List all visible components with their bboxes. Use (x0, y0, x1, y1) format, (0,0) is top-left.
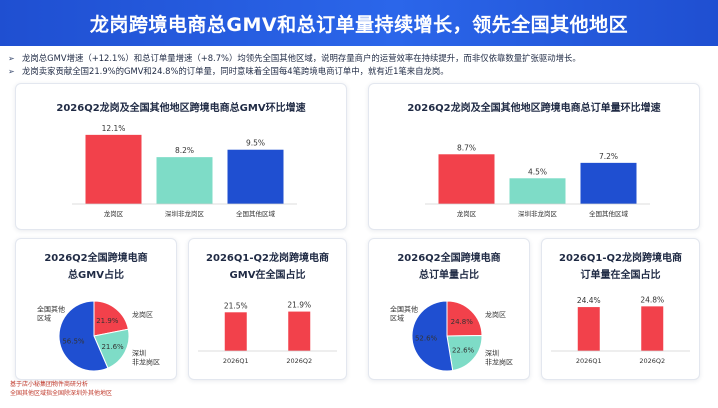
order-growth-chart: 8.7% 龙岗区 4.5% 深圳非龙岗区 7.2% 全国其他区域 (425, 143, 650, 218)
bar-value-label: 24.8% (640, 295, 664, 304)
bar (156, 157, 213, 204)
category-label: 2026Q1 (576, 357, 602, 365)
summary-bullets: ➢ 龙岗总GMV增速（+12.1%）和总订单量增速（+8.7%）均领先全国其他区… (8, 52, 713, 78)
order-share-pie-panel: 2026Q2全国跨境电商 总订单量占比 24.8% 22.6% 52.6% 龙岗区深圳… (368, 238, 530, 380)
order-share-trend-chart: 24.4% 2026Q1 24.8% 2026Q2 (551, 295, 690, 365)
slice-value-label: 52.6% (415, 335, 438, 343)
order-share-trend-title-2: 订单量在全国占比 (580, 270, 661, 281)
slice-category-label: 全国其他 (37, 305, 65, 314)
bar (438, 154, 495, 204)
gmv-share-pie-panel: 2026Q2全国跨境电商 总GMV占比 21.9% 21.6% 56.5% 龙岗区深圳… (15, 238, 177, 380)
pie-slice (411, 300, 454, 372)
category-label: 2026Q2 (639, 357, 665, 365)
bar-value-label: 8.7% (457, 143, 476, 152)
footnote: 全国其他区域指全国除深圳外其他地区 (10, 390, 113, 397)
bar-value-label: 8.2% (175, 146, 194, 155)
slice-category-label: 深圳 (485, 348, 499, 357)
pie-slice (446, 300, 483, 337)
arrow-bullet-icon: ➢ (8, 67, 15, 76)
bullet-text: 龙岗总GMV增速（+12.1%）和总订单量增速（+8.7%）均领先全国其他区域，… (22, 53, 581, 63)
slice-category-label: 非龙岗区 (485, 357, 513, 366)
bar-value-label: 24.4% (577, 296, 601, 305)
page-title: 龙岗跨境电商总GMV和总订单量持续增长，领先全国其他地区 (89, 14, 629, 36)
order-share-trend-panel: 2026Q1-Q2龙岗跨境电商 订单量在全国占比 24.4% 2026Q1 24.8… (541, 238, 700, 380)
bullet-item: ➢ 龙岗卖家贡献全国21.9%的GMV和24.8%的订单量，同时意味着全国每4笔… (8, 65, 713, 78)
order-growth-title: 2026Q2龙岗及全国其他地区跨境电商总订单量环比增速 (407, 103, 661, 114)
category-label: 2026Q1 (223, 357, 249, 365)
bar-value-label: 21.5% (224, 301, 248, 310)
slice-category-label: 龙岗区 (485, 310, 506, 319)
gmv-growth-title: 2026Q2龙岗及全国其他地区跨境电商总GMV环比增速 (56, 103, 306, 114)
arrow-bullet-icon: ➢ (8, 54, 15, 63)
gmv-share-trend-panel: 2026Q1-Q2龙岗跨境电商 GMV在全国占比 21.5% 2026Q1 21.9… (188, 238, 347, 380)
gmv-share-pie-title-1: 2026Q2全国跨境电商 (44, 253, 148, 264)
gmv-growth-panel: 2026Q2龙岗及全国其他地区跨境电商总GMV环比增速 12.1% 龙岗区 8.2%… (15, 83, 347, 230)
bar (577, 307, 600, 351)
gmv-growth-chart: 12.1% 龙岗区 8.2% 深圳非龙岗区 9.5% 全国其他区域 (72, 124, 297, 218)
bullet-text: 龙岗卖家贡献全国21.9%的GMV和24.8%的订单量，同时意味着全国每4笔跨境… (22, 66, 449, 76)
category-label: 2026Q2 (286, 357, 312, 365)
category-label: 深圳非龙岗区 (165, 209, 205, 218)
order-share-pie-title-1: 2026Q2全国跨境电商 (397, 253, 501, 264)
order-share-trend-title-1: 2026Q1-Q2龙岗跨境电商 (559, 253, 682, 264)
category-label: 全国其他区域 (589, 209, 629, 218)
gmv-share-trend-title-2: GMV在全国占比 (229, 270, 306, 281)
bar-value-label: 9.5% (246, 139, 265, 148)
slice-value-label: 56.5% (62, 337, 85, 345)
footnote: 基于店小秘集团物件商研分析 (10, 381, 89, 388)
bar-value-label: 4.5% (528, 167, 547, 176)
category-label: 深圳非龙岗区 (518, 209, 558, 218)
bar (288, 311, 311, 351)
pie-slice (93, 300, 129, 337)
bar (509, 178, 566, 204)
slice-value-label: 21.9% (96, 317, 119, 325)
pie-slice (446, 335, 483, 372)
bar (641, 306, 664, 351)
gmv-share-pie-title-2: 总GMV占比 (68, 270, 124, 281)
order-growth-panel: 2026Q2龙岗及全国其他地区跨境电商总订单量环比增速 8.7% 龙岗区 4.5% 深… (368, 83, 700, 230)
bar (85, 134, 142, 204)
pie-slice (93, 328, 130, 369)
gmv-share-trend-chart: 21.5% 2026Q1 21.9% 2026Q2 (198, 301, 337, 365)
category-label: 全国其他区域 (236, 209, 276, 218)
bar (224, 312, 247, 351)
bullet-item: ➢ 龙岗总GMV增速（+12.1%）和总订单量增速（+8.7%）均领先全国其他区… (8, 52, 713, 65)
bar-value-label: 7.2% (599, 152, 618, 161)
gmv-share-trend-title-1: 2026Q1-Q2龙岗跨境电商 (206, 253, 329, 264)
pie-slice (58, 300, 109, 372)
category-label: 龙岗区 (457, 209, 477, 218)
category-label: 龙岗区 (104, 209, 124, 218)
slice-category-label: 龙岗区 (132, 310, 153, 319)
slice-category-label: 区域 (390, 314, 404, 323)
footnotes: 基于店小秘集团物件商研分析 全国其他区域指全国除深圳外其他地区 (10, 380, 112, 398)
slice-category-label: 区域 (37, 314, 51, 323)
slice-category-label: 深圳 (132, 348, 146, 357)
bar (227, 149, 284, 204)
slice-value-label: 22.6% (452, 346, 475, 354)
slice-value-label: 24.8% (451, 318, 474, 326)
slice-category-label: 非龙岗区 (132, 357, 160, 366)
slice-value-label: 21.6% (101, 343, 124, 351)
bar-value-label: 21.9% (287, 301, 311, 310)
slice-category-label: 全国其他 (390, 305, 418, 314)
bar (580, 162, 637, 204)
bar-value-label: 12.1% (102, 124, 126, 133)
header-banner: 龙岗跨境电商总GMV和总订单量持续增长，领先全国其他地区 (0, 0, 718, 46)
order-share-pie-title-2: 总订单量占比 (419, 270, 479, 281)
